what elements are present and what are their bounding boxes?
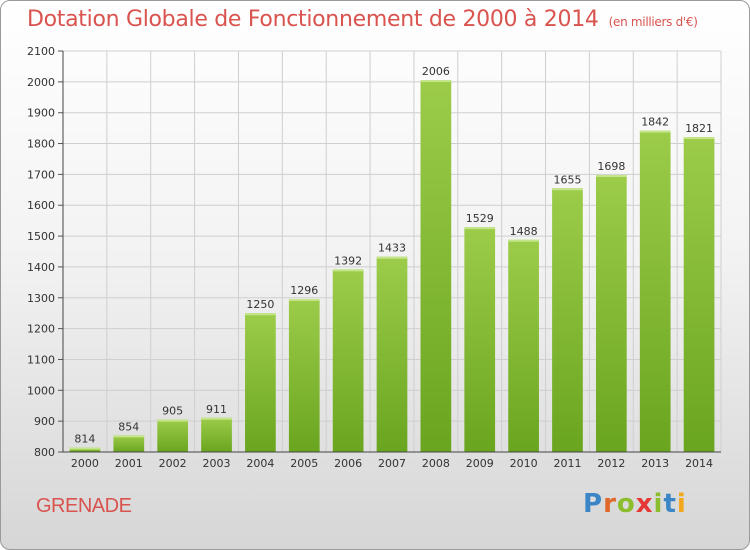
bar-2012 (595, 175, 627, 453)
brand-letter: o (616, 489, 636, 519)
brand-letter: r (603, 489, 617, 519)
y-tick-label: 2100 (27, 45, 55, 58)
data-label: 814 (74, 433, 95, 446)
x-tick-label: 2012 (597, 457, 625, 470)
axes: 800 900 1000 1100 1200 1300 1400 1500 1600 1700 18… (27, 45, 721, 470)
x-tick-label: 2002 (159, 457, 187, 470)
bar-2009 (464, 227, 496, 452)
y-tick-label: 1600 (27, 199, 55, 212)
data-label: 1529 (466, 212, 494, 225)
brand-letter: P (583, 489, 604, 519)
x-tick-label: 2005 (290, 457, 318, 470)
y-tick-label: 1700 (27, 168, 55, 181)
y-tick-label: 1000 (27, 384, 55, 397)
data-label: 854 (118, 420, 139, 433)
y-tick-label: 1100 (27, 353, 55, 366)
y-tick-label: 800 (34, 446, 55, 459)
y-tick-label: 1400 (27, 261, 55, 274)
y-tick-label: 1200 (27, 323, 55, 336)
bar-2004 (245, 313, 276, 452)
x-tick-label: 2013 (641, 457, 669, 470)
x-tick-label: 2011 (553, 457, 581, 470)
x-tick-label: 2001 (115, 457, 143, 470)
bar-2005 (288, 299, 320, 452)
brand-letter: x (635, 489, 654, 519)
bar-2007 (376, 256, 408, 452)
x-tick-label: 2000 (71, 457, 99, 470)
bar-2008 (420, 79, 452, 452)
y-tick-label: 1800 (27, 138, 55, 151)
x-tick-label: 2008 (422, 457, 450, 470)
bar-2010 (508, 239, 539, 452)
data-label: 2006 (422, 65, 450, 78)
bar-2006 (332, 269, 364, 452)
data-label: 1488 (510, 225, 538, 238)
data-label: 905 (162, 405, 183, 418)
brand-letter: t (663, 489, 677, 519)
chart-title: Dotation Globale de Fonctionnement de 20… (27, 7, 698, 32)
y-tick-label: 1900 (27, 107, 55, 120)
x-tick-label: 2014 (685, 457, 713, 470)
data-label: 1250 (246, 298, 274, 311)
bar-2001 (113, 435, 145, 452)
bar-2002 (157, 419, 189, 452)
data-label: 911 (206, 403, 227, 416)
bars: 814 854 905 911 1250 1296 1392 1433 2006 1529 1488… (69, 65, 715, 453)
bar-2014 (683, 137, 715, 452)
data-label: 1392 (334, 254, 362, 267)
x-tick-label: 2009 (466, 457, 494, 470)
y-tick-label: 1300 (27, 292, 55, 305)
data-label: 1842 (641, 116, 669, 129)
data-label: 1698 (597, 160, 625, 173)
x-tick-label: 2010 (510, 457, 538, 470)
proxiti-logo[interactable]: Proxiti (583, 489, 687, 519)
brand-letter: i (676, 489, 687, 519)
y-tick-label: 2000 (27, 76, 55, 89)
bar-2013 (639, 130, 671, 453)
x-tick-label: 2004 (246, 457, 274, 470)
chart-title-text: Dotation Globale de Fonctionnement de 20… (27, 7, 599, 32)
chart-unit: (en milliers d'€) (608, 15, 698, 29)
data-label: 1296 (290, 284, 318, 297)
data-label: 1821 (685, 122, 713, 135)
data-label: 1433 (378, 242, 406, 255)
y-tick-label: 900 (34, 415, 55, 428)
x-tick-label: 2006 (334, 457, 362, 470)
x-tick-label: 2007 (378, 457, 406, 470)
data-label: 1655 (553, 173, 581, 186)
bar-2011 (552, 188, 583, 452)
y-tick-label: 1500 (27, 230, 55, 243)
commune-name: GRENADE (36, 495, 132, 517)
brand-letter: i (653, 489, 664, 519)
x-tick-label: 2003 (203, 457, 231, 470)
bar-2000 (69, 447, 101, 452)
bar-2003 (201, 417, 232, 452)
